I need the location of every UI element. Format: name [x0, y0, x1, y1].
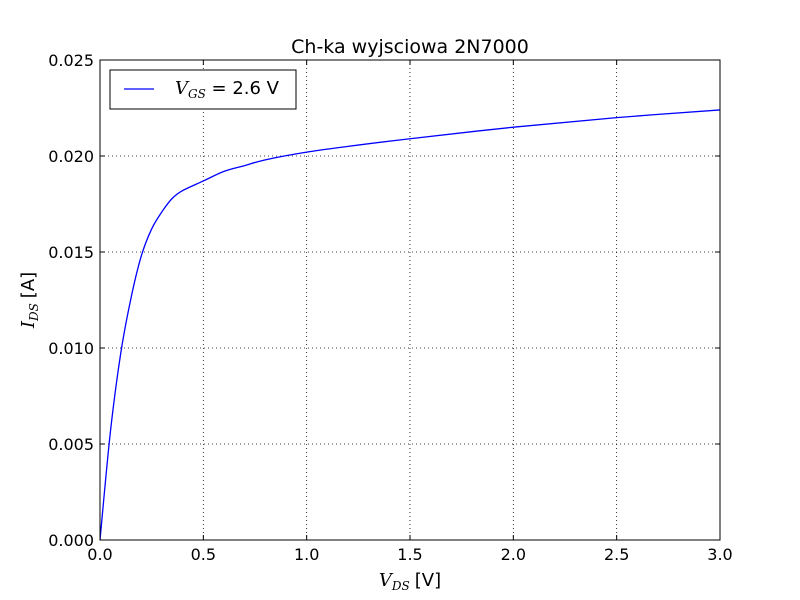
x-tick-label: 2.0 — [501, 545, 526, 564]
legend-label: VGS = 2.6 V — [175, 78, 280, 101]
y-tick-label: 0.025 — [48, 51, 94, 70]
y-axis-subscript: DS — [27, 303, 41, 322]
x-axis-label: VDS [V] — [379, 570, 441, 593]
plot-area — [99, 109, 721, 541]
x-tick-label: 1.0 — [294, 545, 319, 564]
legend: VGS = 2.6 V — [109, 69, 297, 110]
chart-title: Ch-ka wyjsciowa 2N7000 — [291, 36, 529, 58]
x-tick-label: 2.5 — [604, 545, 629, 564]
y-tick-label: 0.015 — [48, 243, 94, 262]
x-tick-label: 0.0 — [87, 545, 112, 564]
legend-symbol: V — [175, 78, 190, 99]
x-tick-label: 3.0 — [707, 545, 732, 564]
x-axis-unit: [V] — [415, 570, 441, 591]
y-tick-label: 0.010 — [48, 339, 94, 358]
series-line-0 — [99, 109, 721, 541]
legend-suffix: = 2.6 V — [206, 78, 280, 99]
legend-subscript: GS — [188, 87, 206, 101]
x-tick-label: 1.5 — [397, 545, 422, 564]
y-axis-label: IDS [A] — [18, 272, 41, 329]
y-tick-label: 0.020 — [48, 147, 94, 166]
y-tick-label: 0.005 — [48, 435, 94, 454]
y-tick-label: 0.000 — [48, 531, 94, 550]
x-tick-label: 0.5 — [191, 545, 216, 564]
ticks: 0.0 0.5 1.0 1.5 2.0 2.5 3.0 0.000 0.005 0.010 0.01… — [48, 51, 733, 564]
x-axis-subscript: DS — [391, 579, 410, 593]
x-axis-symbol: V — [379, 570, 394, 591]
grid — [100, 60, 720, 540]
y-axis-symbol: I — [18, 320, 39, 329]
y-axis-unit: [A] — [18, 272, 39, 298]
